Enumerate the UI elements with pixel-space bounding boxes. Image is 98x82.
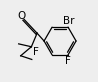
Text: O: O	[18, 11, 26, 21]
Text: F: F	[33, 47, 39, 57]
Text: F: F	[65, 56, 71, 66]
Text: Br: Br	[63, 16, 75, 26]
